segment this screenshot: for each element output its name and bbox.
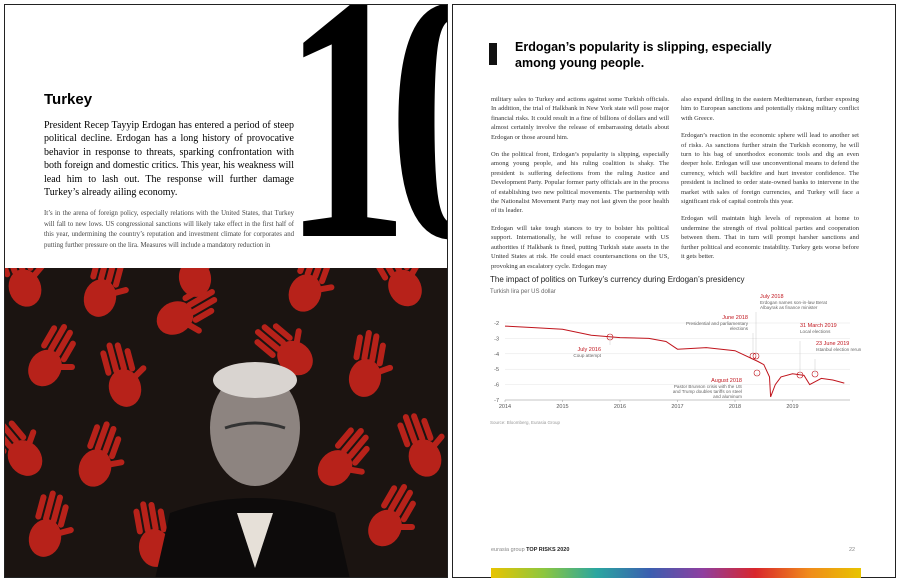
chart: The impact of politics on Turkey’s curre… (490, 275, 862, 425)
annotation-date: June 2018 (722, 315, 748, 321)
report: TOP RISKS 2020 (526, 547, 570, 553)
annotation-date: July 2016 (577, 347, 601, 353)
y-tick-label: -6 (494, 383, 499, 389)
paragraph: Erdogan will maintain high levels of rep… (681, 215, 859, 261)
x-tick-label: 2018 (729, 404, 741, 410)
annotation-date: July 2018 (760, 294, 784, 300)
y-tick-label: -5 (494, 367, 499, 373)
x-tick-label: 2015 (556, 404, 568, 410)
annotation-date: 23 June 2019 (816, 341, 849, 347)
x-tick-label: 2014 (499, 404, 511, 410)
lead: President Recep Tayyip Erdogan has enter… (44, 120, 294, 199)
source: Source: Bloomberg, Eurasia Group (490, 420, 561, 425)
annotation-text: Coup attempt (573, 353, 601, 358)
annotation-text: Pastor Brunson crisis with the US and Tru… (673, 384, 742, 399)
section-number: 10 (289, 5, 447, 267)
annotation-date: August 2018 (711, 378, 742, 384)
x-tick-label: 2017 (671, 404, 683, 410)
x-tick-label: 2016 (614, 404, 626, 410)
annotation-text: Local elections (800, 329, 831, 334)
heading-bar (489, 43, 497, 65)
y-tick-label: -4 (494, 352, 499, 358)
photo (5, 268, 447, 577)
chart-title: The impact of politics on Turkey’s curre… (490, 275, 745, 284)
brand: eurasia group (491, 547, 525, 553)
paragraph: Erdogan will take tough stances to try t… (491, 224, 669, 270)
annotation-date: 31 March 2019 (800, 323, 837, 329)
left-page: 10 Turkey President Recep Tayyip Erdogan… (4, 4, 448, 578)
annotation-text: Istanbul election rerun (816, 347, 862, 352)
y-tick-label: -3 (494, 336, 499, 342)
paragraph: Erdogan’s reaction in the economic spher… (681, 132, 859, 206)
annotation-text: Erdogan names son-in-law Berat Albayrak a… (760, 300, 828, 310)
right-page: Erdogan’s popularity is slipping, especi… (452, 4, 896, 578)
title: Turkey (44, 91, 93, 108)
color-bar (491, 568, 861, 578)
paragraph: military sales to Turkey and actions aga… (491, 96, 669, 141)
footer-brand: eurasia group TOP RISKS 2020 (491, 547, 569, 553)
chart-subtitle: Turkish lira per US dollar (490, 289, 556, 295)
annotation-text: Presidential and parliamentary elections (686, 321, 749, 331)
y-tick-label: -2 (494, 321, 499, 327)
y-tick-label: -7 (494, 398, 499, 404)
paragraph: also expand drilling in the eastern Medi… (681, 96, 859, 122)
body: It’s in the arena of foreign policy, esp… (44, 210, 294, 249)
page-number: 22 (849, 547, 856, 553)
line (504, 325, 845, 398)
number-box: 10 (289, 5, 447, 267)
column: also expand drilling in the eastern Medi… (681, 95, 859, 270)
x-tick-label: 2019 (786, 404, 798, 410)
column: military sales to Turkey and actions aga… (491, 95, 669, 279)
heading: Erdogan’s popularity is slipping, especi… (515, 40, 772, 70)
paragraph: On the political front, Erdogan’s popula… (491, 151, 669, 215)
